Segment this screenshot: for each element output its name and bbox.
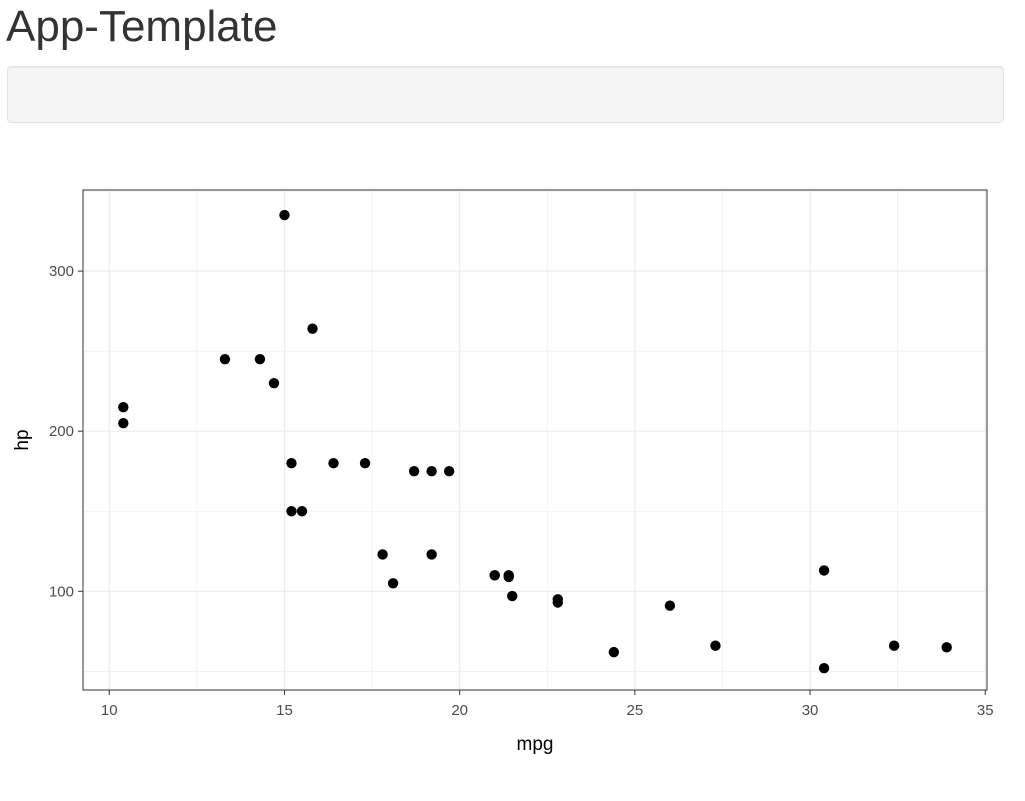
plot-panel-border <box>82 189 988 691</box>
data-point <box>296 506 308 517</box>
data-point <box>507 590 518 602</box>
data-point <box>307 323 318 334</box>
data-point <box>387 578 399 589</box>
data-point <box>328 458 339 469</box>
data-point <box>818 565 830 576</box>
app-title: App-Template <box>6 2 278 51</box>
y-tick-label: 100 <box>49 583 74 600</box>
data-point <box>941 642 952 653</box>
x-tick-label: 20 <box>451 702 468 719</box>
data-point <box>426 549 437 560</box>
data-point <box>426 466 437 477</box>
data-point <box>118 401 129 413</box>
x-tick-label: 25 <box>627 702 644 719</box>
x-axis-title: mpg <box>517 734 554 755</box>
points-layer <box>118 209 952 674</box>
x-tick-label: 10 <box>101 702 118 719</box>
data-point <box>710 640 721 651</box>
data-point <box>818 662 830 674</box>
sidebar-panel <box>7 66 1004 123</box>
y-tick-label: 300 <box>49 263 74 280</box>
data-point <box>888 640 900 651</box>
data-point <box>377 549 388 560</box>
data-point <box>279 209 290 221</box>
data-point <box>118 417 129 429</box>
data-point <box>503 571 514 583</box>
y-axis-title: hp <box>12 429 33 450</box>
axis-layer: 10 15 20 25 30 35 100 200 300 <box>49 189 994 719</box>
grid-layer <box>83 190 987 690</box>
plot-panel-background <box>83 190 987 690</box>
data-point <box>608 646 620 658</box>
data-point <box>286 458 297 469</box>
data-point <box>408 466 420 477</box>
data-point <box>443 466 455 477</box>
x-tick-label: 30 <box>802 702 819 719</box>
data-point <box>552 594 563 605</box>
data-point <box>254 353 266 365</box>
data-point <box>219 353 231 365</box>
data-point <box>286 506 297 517</box>
data-point <box>489 570 500 581</box>
x-tick-label: 35 <box>977 702 994 719</box>
y-tick-label: 200 <box>49 423 74 440</box>
x-tick-label: 15 <box>276 702 293 719</box>
data-point <box>664 600 676 611</box>
data-point <box>268 377 280 389</box>
data-point <box>359 458 371 469</box>
